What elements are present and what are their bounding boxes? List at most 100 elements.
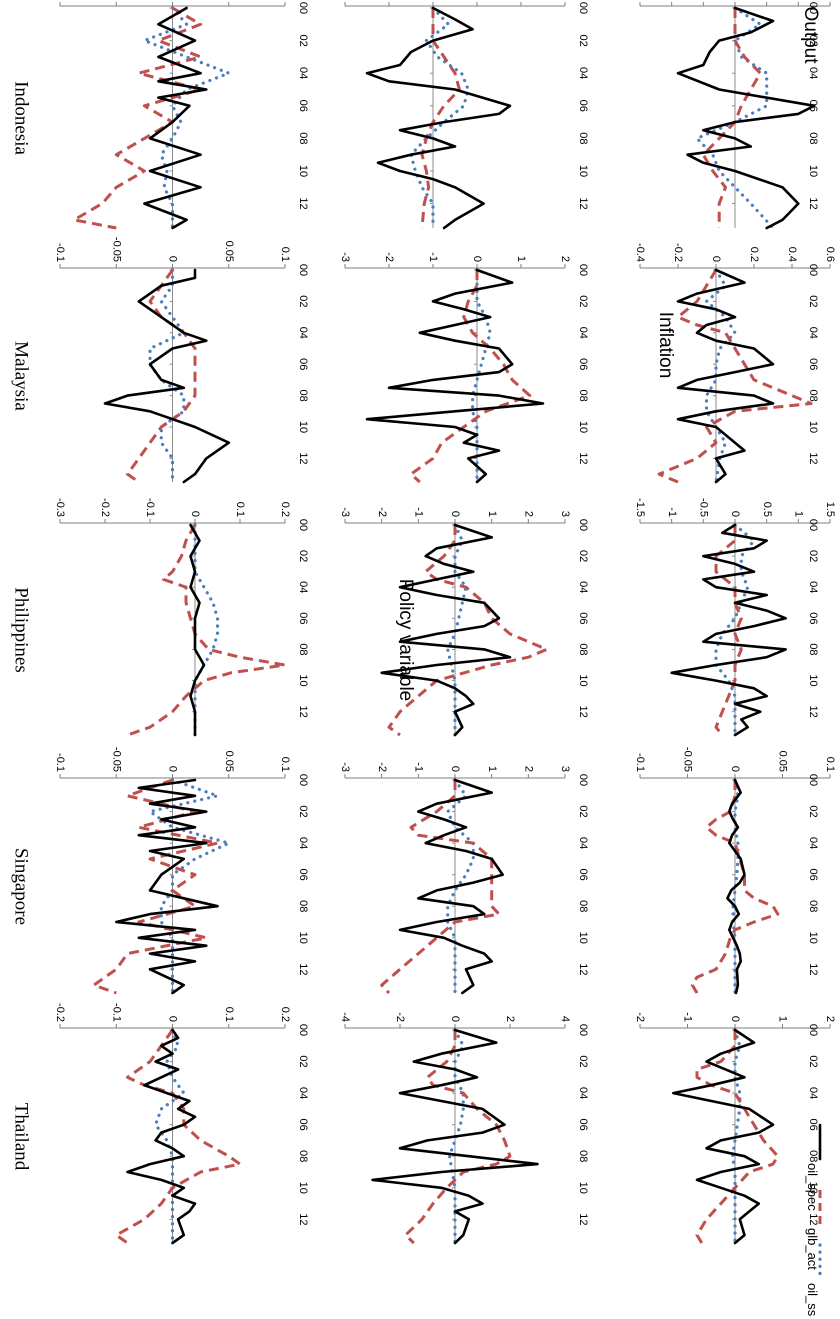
time-tick-label: 00 <box>807 264 819 276</box>
value-tick-label: 0 <box>729 1016 741 1022</box>
column-title-inflation: Inflation <box>655 312 676 379</box>
series-line-oil-spec <box>671 1028 775 1245</box>
value-tick-label: -2 <box>383 252 395 262</box>
series-line-glb-act <box>420 8 461 229</box>
value-tick-label: 3 <box>559 511 571 517</box>
time-tick-label: 06 <box>577 358 589 370</box>
value-tick-label: 0.1 <box>279 247 291 262</box>
series-line-glb-act <box>409 270 532 484</box>
time-tick-label: 08 <box>577 390 589 402</box>
time-tick-label: 10 <box>807 421 819 433</box>
time-tick-label: 10 <box>577 165 589 177</box>
value-tick-label: 0 <box>471 256 483 262</box>
value-tick-label: -2 <box>394 1012 406 1022</box>
time-tick-label: 02 <box>577 805 589 817</box>
value-tick-label: 0.2 <box>279 502 291 517</box>
time-tick-label: 12 <box>807 197 819 209</box>
time-tick-label: 02 <box>807 805 819 817</box>
panel-thailand-inflation: 4 2 0 -2 -4 00 02 04 06 08 10 12 <box>339 1012 589 1245</box>
value-tick-label: -0.05 <box>110 237 122 262</box>
series-line-oil-ss <box>714 523 756 737</box>
time-tick-label: 00 <box>297 774 309 786</box>
series-line-glb-act <box>127 524 287 737</box>
legend-label-oil-ss: oil_ss <box>805 1283 820 1317</box>
time-tick-label: 00 <box>297 2 309 14</box>
time-tick-label: 04 <box>577 327 589 339</box>
time-tick-label: 08 <box>577 132 589 144</box>
value-tick-label: -0.2 <box>672 243 684 262</box>
time-tick-label: 12 <box>807 706 819 718</box>
value-tick-label: 2 <box>824 1016 836 1022</box>
value-tick-label: 0.1 <box>223 1007 235 1022</box>
value-tick-label: 0 <box>710 256 722 262</box>
row-label-indonesia: Indonesia <box>11 81 32 155</box>
value-tick-label: -0.1 <box>54 243 66 262</box>
time-tick-label: 04 <box>807 67 819 79</box>
value-tick-label: -1 <box>682 1012 694 1022</box>
time-tick-label: 10 <box>807 1182 819 1194</box>
time-tick-label: 04 <box>807 327 819 339</box>
value-tick-label: -2 <box>376 507 388 517</box>
time-tick-label: 10 <box>297 421 309 433</box>
panel-singapore-output: 0.1 0.05 0 -0.05 -0.1 00 02 04 06 08 10 12 <box>54 747 309 995</box>
time-tick-label: 12 <box>297 197 309 209</box>
value-tick-label: -0.2 <box>99 498 111 517</box>
series-line-oil-spec <box>380 523 512 737</box>
value-tick-label: -0.05 <box>110 747 122 772</box>
series-line-oil-ss <box>446 523 468 737</box>
value-tick-label: 0 <box>167 256 179 262</box>
series-line-oil-ss <box>148 778 231 995</box>
value-tick-label: -0.1 <box>54 753 66 772</box>
panel-singapore-policy-variable: 0.1 0.05 0 -0.05 -0.1 00 02 04 06 08 10 12 <box>634 747 836 995</box>
series-line-oil-ss <box>446 778 475 995</box>
time-tick-label: 00 <box>577 264 589 276</box>
time-tick-label: 08 <box>577 900 589 912</box>
value-tick-label: -0.1 <box>144 498 156 517</box>
value-tick-label: -3 <box>339 507 351 517</box>
time-tick-label: 08 <box>297 1150 309 1162</box>
time-tick-label: 12 <box>297 452 309 464</box>
value-tick-label: -0.2 <box>54 1003 66 1022</box>
time-tick-label: 04 <box>297 1087 309 1099</box>
time-tick-label: 10 <box>807 165 819 177</box>
time-tick-label: 12 <box>577 1213 589 1225</box>
time-tick-label: 06 <box>297 612 309 624</box>
time-tick-label: 12 <box>297 706 309 718</box>
value-tick-label: 0 <box>449 1016 461 1022</box>
time-tick-label: 12 <box>577 197 589 209</box>
series-line-oil-spec <box>726 778 746 995</box>
time-tick-label: 08 <box>807 643 819 655</box>
time-tick-label: 08 <box>577 643 589 655</box>
time-tick-label: 04 <box>807 581 819 593</box>
time-tick-label: 10 <box>297 932 309 944</box>
time-tick-label: 00 <box>807 774 819 786</box>
series-line-oil-ss <box>193 523 220 737</box>
time-tick-label: 12 <box>297 963 309 975</box>
series-line-oil-spec <box>115 778 219 995</box>
row-label-singapore: Singapore <box>11 848 32 925</box>
value-tick-label: 0 <box>449 511 461 517</box>
column-title-output: Output <box>800 6 821 64</box>
panel-philippines-output: 0.2 0.1 0 -0.1 -0.2 -0.3 00 02 04 06 08 10 12 <box>54 498 309 737</box>
time-tick-label: 06 <box>807 869 819 881</box>
value-tick-label: 1.5 <box>824 502 836 517</box>
value-tick-label: 0.05 <box>777 751 789 772</box>
value-tick-label: 0.5 <box>761 502 773 517</box>
value-tick-label: 0.05 <box>223 241 235 262</box>
legend: oil_ss glb_act oil_spec <box>805 1123 822 1317</box>
value-tick-label: 0 <box>189 511 201 517</box>
series-line-glb-act <box>690 780 780 994</box>
series-line-oil-spec <box>103 268 231 484</box>
value-tick-label: 1 <box>486 511 498 517</box>
value-tick-label: -2 <box>634 1012 646 1022</box>
value-tick-label: 2 <box>522 511 534 517</box>
time-tick-label: 00 <box>807 1024 819 1036</box>
value-tick-label: 1 <box>792 511 804 517</box>
time-tick-label: 00 <box>807 519 819 531</box>
value-tick-label: 0.1 <box>234 502 246 517</box>
value-tick-label: -1 <box>666 507 678 517</box>
value-tick-label: -0.3 <box>54 498 66 517</box>
time-tick-label: 02 <box>577 1055 589 1067</box>
series-line-oil-spec <box>398 778 505 995</box>
